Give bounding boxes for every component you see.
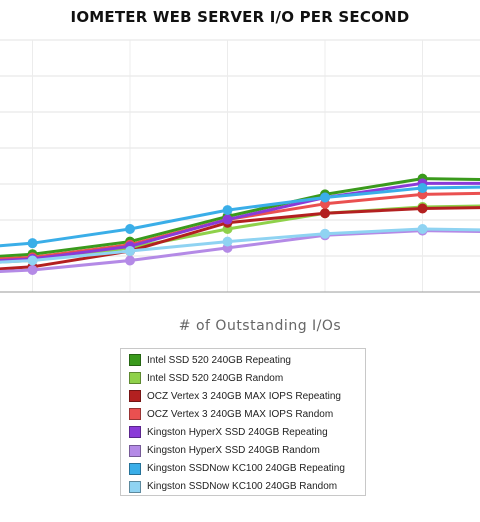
- data-point[interactable]: [320, 208, 330, 219]
- data-point[interactable]: [320, 228, 330, 239]
- data-point[interactable]: [27, 264, 38, 275]
- legend-item[interactable]: Kingston SSDNow KC100 240GB Repeating: [129, 460, 365, 478]
- data-point[interactable]: [417, 183, 428, 194]
- data-point[interactable]: [125, 224, 135, 234]
- legend-item[interactable]: OCZ Vertex 3 240GB MAX IOPS Repeating: [129, 387, 365, 405]
- legend-swatch: [129, 408, 141, 421]
- legend: Intel SSD 520 240GB Repeating Intel SSD 5…: [120, 348, 366, 496]
- legend-label: Intel SSD 520 240GB Repeating: [147, 354, 291, 366]
- x-tick-labels: 2 4 8 16 32: [29, 299, 430, 300]
- legend-item[interactable]: Kingston HyperX SSD 240GB Random: [129, 441, 365, 459]
- x-tick-label: 8: [224, 299, 231, 300]
- series-7: [0, 183, 480, 249]
- x-tick-label: 2: [29, 299, 36, 300]
- x-axis-label: # of Outstanding I/Os: [178, 318, 342, 334]
- data-point[interactable]: [222, 214, 233, 225]
- legend-label: Intel SSD 520 240GB Random: [147, 372, 284, 384]
- data-point[interactable]: [125, 255, 135, 266]
- chart-title: IOMETER WEB SERVER I/O PER SECOND: [70, 8, 410, 26]
- legend-item[interactable]: Intel SSD 520 240GB Repeating: [129, 351, 365, 369]
- legend-label: OCZ Vertex 3 240GB MAX IOPS Repeating: [147, 390, 341, 402]
- x-tick-label: 4: [127, 299, 134, 300]
- legend-label: OCZ Vertex 3 240GB MAX IOPS Random: [147, 408, 334, 420]
- legend-swatch: [129, 480, 141, 493]
- data-point[interactable]: [222, 205, 233, 216]
- legend-label: Kingston HyperX SSD 240GB Random: [147, 445, 320, 457]
- x-tick-label: 32: [416, 299, 430, 300]
- legend-label: Kingston SSDNow KC100 240GB Random: [147, 481, 338, 493]
- data-point[interactable]: [320, 192, 330, 203]
- series-8: [0, 224, 480, 266]
- data-point[interactable]: [417, 203, 428, 214]
- data-point[interactable]: [222, 236, 233, 247]
- legend-swatch: [129, 462, 141, 475]
- legend-swatch: [129, 372, 141, 385]
- legend-label: Kingston HyperX SSD 240GB Repeating: [147, 426, 328, 438]
- legend-item[interactable]: OCZ Vertex 3 240GB MAX IOPS Random: [129, 405, 365, 423]
- legend-label: Kingston SSDNow KC100 240GB Repeating: [147, 463, 345, 475]
- legend-swatch: [129, 444, 141, 457]
- grid-lines: [0, 39, 480, 292]
- data-point[interactable]: [417, 224, 428, 234]
- legend-swatch: [129, 354, 141, 367]
- legend-item[interactable]: Kingston HyperX SSD 240GB Repeating: [129, 423, 365, 441]
- data-point[interactable]: [125, 246, 135, 257]
- data-point[interactable]: [27, 238, 38, 249]
- series-lines: [0, 173, 480, 275]
- legend-item[interactable]: Intel SSD 520 240GB Random: [129, 369, 365, 387]
- data-point[interactable]: [27, 255, 38, 266]
- legend-swatch: [129, 426, 141, 439]
- line-chart: 2 4 8 16 32: [0, 39, 480, 300]
- legend-swatch: [129, 390, 141, 403]
- x-tick-label: 16: [318, 299, 332, 300]
- legend-item[interactable]: Kingston SSDNow KC100 240GB Random: [129, 478, 365, 496]
- series-5: [0, 178, 480, 264]
